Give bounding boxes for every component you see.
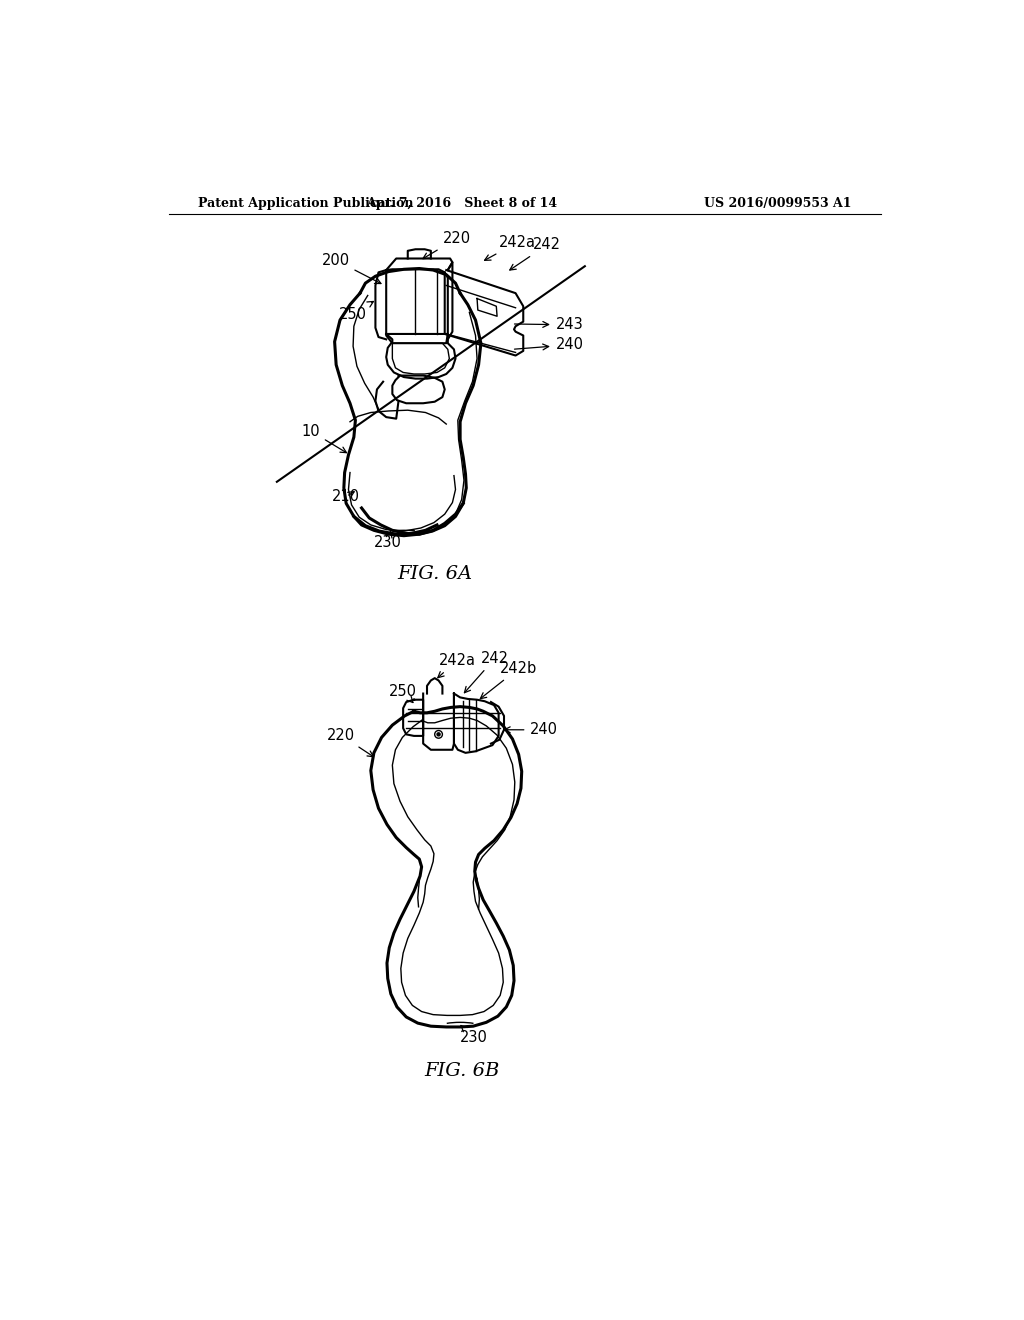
Text: 242a: 242a [484,235,536,260]
Text: 242a: 242a [438,653,475,677]
Text: FIG. 6A: FIG. 6A [397,565,472,583]
Text: 243: 243 [514,317,584,333]
Text: 242b: 242b [480,661,538,698]
Text: 242: 242 [510,238,561,271]
Text: Patent Application Publication: Patent Application Publication [199,197,414,210]
Text: 240: 240 [505,722,557,738]
Text: 200: 200 [322,252,381,284]
Circle shape [437,733,440,737]
Text: 220: 220 [423,231,471,259]
Text: FIG. 6B: FIG. 6B [424,1061,500,1080]
Text: 10: 10 [301,424,346,453]
Text: 242: 242 [465,651,509,693]
Text: 230: 230 [460,1026,488,1045]
Text: US 2016/0099553 A1: US 2016/0099553 A1 [703,197,851,210]
Text: 250: 250 [339,301,374,322]
Text: 230: 230 [374,532,401,550]
Text: 220: 220 [327,727,374,756]
Text: 240: 240 [514,338,584,352]
Text: 250: 250 [388,684,417,702]
Text: Apr. 7, 2016   Sheet 8 of 14: Apr. 7, 2016 Sheet 8 of 14 [367,197,557,210]
Text: 210: 210 [333,488,360,504]
